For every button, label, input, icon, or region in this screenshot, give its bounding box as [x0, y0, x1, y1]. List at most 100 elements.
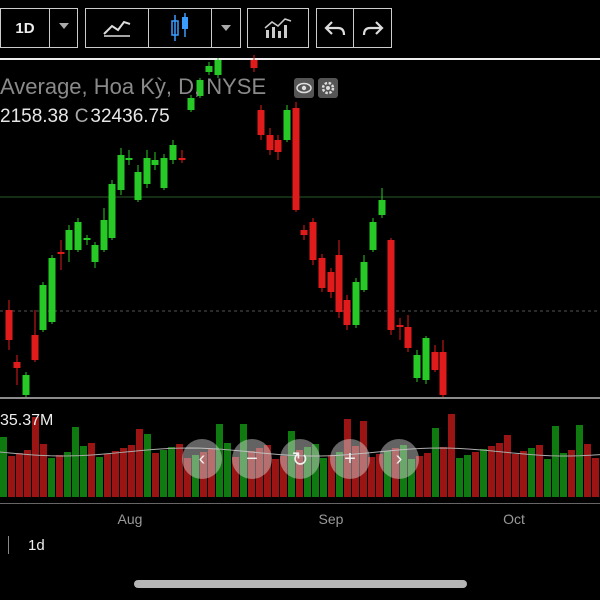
line-chart-button[interactable] — [85, 8, 148, 48]
volume-bar — [24, 450, 31, 497]
scroll-right-button[interactable]: › — [379, 439, 419, 479]
volume-bar — [352, 446, 359, 497]
home-indicator[interactable] — [134, 580, 467, 588]
candle-body — [292, 108, 300, 210]
volume-bar — [216, 424, 223, 497]
gear-icon[interactable] — [318, 78, 338, 98]
interval-selector[interactable]: 1D — [0, 8, 78, 48]
candle-body — [404, 327, 412, 348]
candle-body — [369, 222, 377, 250]
undo-button[interactable] — [316, 8, 353, 48]
volume-bar — [488, 446, 495, 497]
candle-body — [422, 338, 430, 380]
candle-chart-button[interactable] — [149, 8, 211, 48]
candle-body — [309, 222, 317, 260]
candle-body — [39, 285, 47, 330]
chevron-down-icon — [221, 25, 231, 31]
volume-bar — [464, 455, 471, 497]
candle-body — [439, 352, 447, 395]
interval-footer[interactable]: 1d — [28, 537, 45, 554]
volume-bar — [344, 419, 351, 497]
candle-body — [327, 272, 335, 292]
volume-bar — [192, 455, 199, 497]
candle-body — [125, 158, 133, 160]
volume-bar — [376, 454, 383, 497]
candle-body — [335, 255, 343, 312]
close-value: 32436.75 — [90, 106, 170, 127]
chevron-left-icon: ‹ — [198, 447, 206, 470]
candle-body — [143, 158, 151, 184]
candle-body — [283, 110, 291, 140]
candle-body — [360, 262, 368, 290]
volume-bar — [104, 454, 111, 497]
volume-bar — [448, 414, 455, 497]
candle-body — [266, 135, 274, 150]
volume-bar — [88, 443, 95, 497]
volume-bar — [0, 437, 7, 497]
zoom-out-button[interactable]: − — [232, 439, 272, 479]
volume-bar — [576, 425, 583, 497]
volume-bar — [368, 457, 375, 497]
volume-bar — [224, 443, 231, 497]
candle-body — [214, 60, 222, 75]
undo-icon — [323, 21, 345, 36]
divider — [148, 8, 149, 48]
candle-body — [100, 220, 108, 250]
close-prefix: C — [74, 106, 89, 127]
volume-bar — [72, 427, 79, 497]
candle-body — [257, 110, 265, 135]
volume-bar — [152, 453, 159, 497]
volume-bar — [536, 445, 543, 497]
candle-body — [378, 200, 386, 215]
volume-bar — [280, 456, 287, 497]
candle-body — [178, 158, 186, 160]
volume-bar — [8, 456, 15, 497]
zoom-in-button[interactable]: + — [330, 439, 370, 479]
candle-body — [74, 222, 82, 250]
volume-bar — [64, 452, 71, 497]
volume-bar — [80, 446, 87, 497]
candle-body — [65, 230, 73, 250]
redo-icon — [362, 21, 384, 36]
chevron-down-icon — [59, 23, 69, 29]
interval-label: 1D — [15, 19, 35, 37]
chart-type-dropdown[interactable] — [212, 8, 240, 48]
redo-button[interactable] — [354, 8, 391, 48]
eye-icon[interactable] — [294, 78, 314, 98]
volume-bar — [472, 452, 479, 497]
candle-body — [352, 282, 360, 325]
volume-bar — [336, 452, 343, 497]
volume-bar — [568, 450, 575, 497]
candle-body — [187, 98, 195, 110]
candle-body — [83, 238, 91, 240]
volume-bar — [248, 451, 255, 497]
volume-bar — [592, 458, 599, 497]
volume-bar — [456, 458, 463, 497]
volume-bar — [40, 444, 47, 497]
volume-bar — [160, 450, 167, 497]
indicators-button[interactable] — [247, 8, 309, 48]
volume-bar — [144, 434, 151, 497]
candle-body — [169, 145, 177, 160]
volume-bar — [408, 459, 415, 497]
candle-body — [160, 158, 168, 188]
candle-body — [413, 355, 421, 378]
volume-bar — [440, 447, 447, 497]
reset-icon: ↻ — [291, 448, 309, 471]
volume-bar — [288, 431, 295, 497]
divider — [353, 8, 354, 48]
volume-bar — [232, 457, 239, 497]
time-tick-oct: Oct — [503, 511, 525, 527]
reset-button[interactable]: ↻ — [280, 439, 320, 479]
volume-bar — [240, 424, 247, 497]
candle-body — [22, 375, 30, 395]
scroll-left-button[interactable]: ‹ — [182, 439, 222, 479]
candle-body — [31, 335, 39, 360]
volume-bar — [32, 417, 39, 497]
plus-icon: + — [344, 447, 356, 470]
volume-bar — [560, 453, 567, 497]
ohlc-values: 2158.38 C 32436.75 — [0, 106, 176, 128]
volume-bar — [304, 447, 311, 497]
volume-bar — [312, 444, 319, 497]
